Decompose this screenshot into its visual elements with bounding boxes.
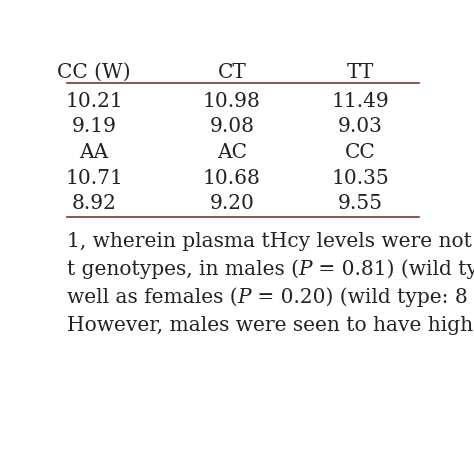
Text: 10.68: 10.68 <box>203 169 261 188</box>
Text: 9.20: 9.20 <box>210 194 255 213</box>
Text: P: P <box>237 288 251 307</box>
Text: AA: AA <box>80 143 109 162</box>
Text: However, males were seen to have highe: However, males were seen to have highe <box>66 316 474 335</box>
Text: CC: CC <box>345 143 376 162</box>
Text: 9.55: 9.55 <box>338 194 383 213</box>
Text: 10.71: 10.71 <box>65 169 123 188</box>
Text: = 0.20) (wild type: 8: = 0.20) (wild type: 8 <box>251 287 467 307</box>
Text: t genotypes, in males (: t genotypes, in males ( <box>66 259 299 279</box>
Text: 11.49: 11.49 <box>332 92 389 111</box>
Text: CT: CT <box>218 63 246 82</box>
Text: 9.03: 9.03 <box>338 118 383 137</box>
Text: 10.21: 10.21 <box>65 92 123 111</box>
Text: 9.08: 9.08 <box>210 118 255 137</box>
Text: 10.98: 10.98 <box>203 92 261 111</box>
Text: = 0.81) (wild ty: = 0.81) (wild ty <box>312 259 474 279</box>
Text: 9.19: 9.19 <box>72 118 117 137</box>
Text: 8.92: 8.92 <box>72 194 117 213</box>
Text: 10.35: 10.35 <box>332 169 389 188</box>
Text: CC (W): CC (W) <box>57 63 131 82</box>
Text: AC: AC <box>217 143 247 162</box>
Text: P: P <box>299 260 312 279</box>
Text: 1, wherein plasma tHcy levels were not si: 1, wherein plasma tHcy levels were not s… <box>66 232 474 251</box>
Text: well as females (: well as females ( <box>66 288 237 307</box>
Text: TT: TT <box>347 63 374 82</box>
